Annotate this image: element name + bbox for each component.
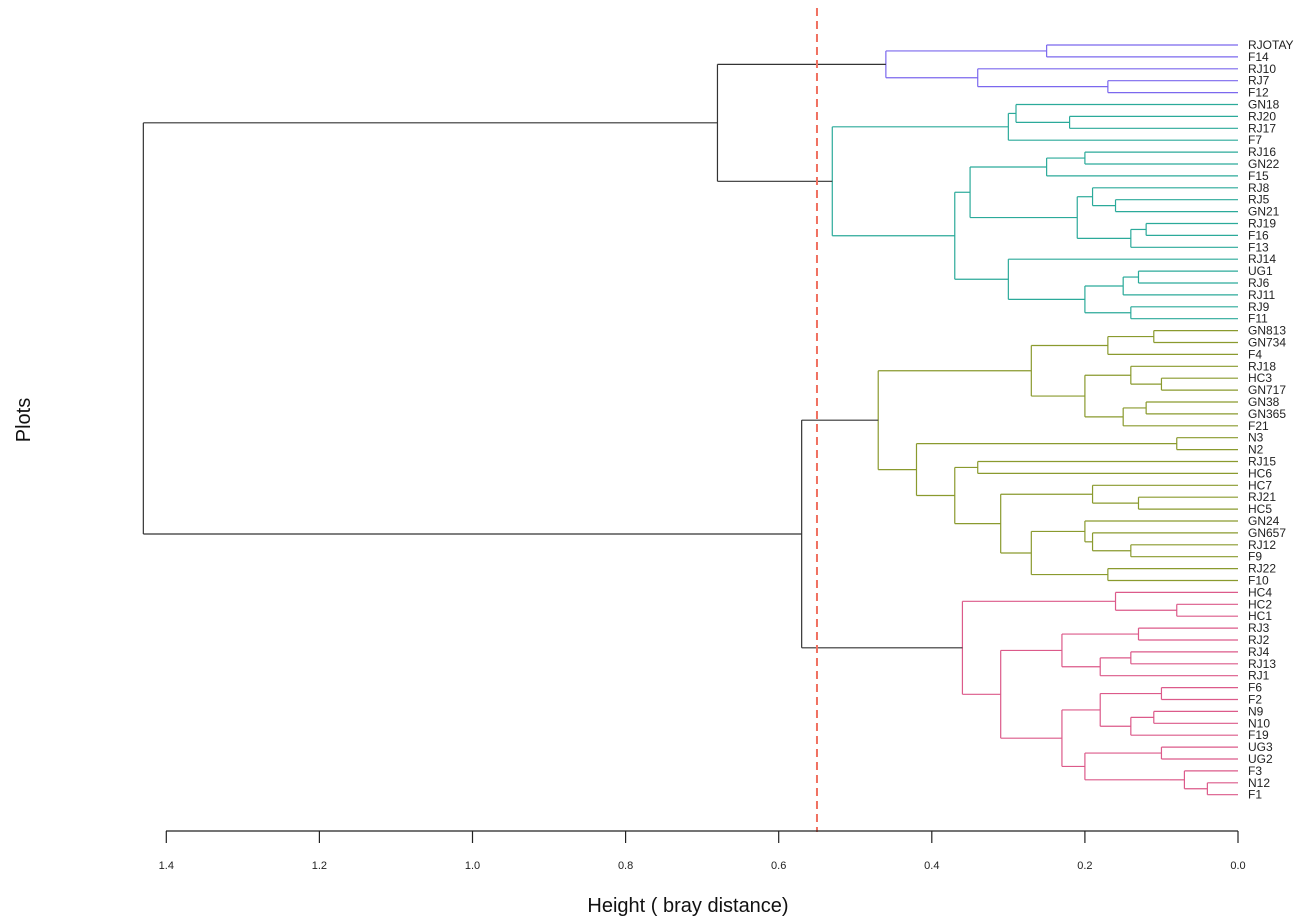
leaf-label: RJ20 (1248, 109, 1276, 123)
leaf-label: GN18 (1248, 98, 1280, 112)
leaf-label: RJOTAY (1248, 38, 1294, 52)
leaf-label: GN22 (1248, 157, 1280, 171)
x-tick-label: 0.6 (771, 860, 786, 872)
leaf-label: RJ11 (1248, 288, 1275, 302)
leaf-label: F3 (1248, 764, 1262, 778)
leaf-label: N10 (1248, 716, 1270, 730)
leaf-label: GN657 (1248, 526, 1286, 540)
leaf-label: RJ19 (1248, 217, 1276, 231)
leaf-label: F15 (1248, 169, 1269, 183)
leaf-label: GN734 (1248, 336, 1286, 350)
leaf-label: F16 (1248, 228, 1269, 242)
x-tick-label: 0.4 (924, 860, 939, 872)
leaf-label: F2 (1248, 693, 1262, 707)
leaf-label: F13 (1248, 240, 1269, 254)
leaf-label: GN24 (1248, 514, 1280, 528)
leaf-label: F9 (1248, 550, 1262, 564)
leaf-label: F4 (1248, 347, 1262, 361)
leaf-label: HC1 (1248, 609, 1272, 623)
leaf-label: RJ1 (1248, 669, 1270, 683)
leaf-label: N3 (1248, 431, 1264, 445)
leaf-label: N12 (1248, 776, 1270, 790)
leaf-label: F12 (1248, 86, 1269, 100)
leaf-label: RJ10 (1248, 62, 1276, 76)
leaf-label: RJ18 (1248, 359, 1276, 373)
x-tick-label: 0.0 (1230, 860, 1245, 872)
leaf-label: HC2 (1248, 597, 1272, 611)
leaf-label: GN813 (1248, 324, 1286, 338)
x-tick-label: 1.0 (465, 860, 480, 872)
leaf-label: RJ12 (1248, 538, 1276, 552)
leaf-label: HC3 (1248, 371, 1272, 385)
leaf-label: RJ14 (1248, 252, 1276, 266)
leaf-label: HC7 (1248, 478, 1272, 492)
leaf-label: F11 (1248, 312, 1268, 326)
leaf-label: HC4 (1248, 585, 1272, 599)
leaf-label: RJ8 (1248, 181, 1270, 195)
leaf-label: RJ7 (1248, 74, 1270, 88)
leaf-labels: RJOTAYF14RJ10RJ7F12GN18RJ20RJ17F7RJ16GN2… (1248, 38, 1294, 802)
dendrogram-branches (142, 44, 1238, 796)
leaf-label: UG1 (1248, 264, 1273, 278)
leaf-label: RJ22 (1248, 562, 1276, 576)
leaf-label: HC5 (1248, 502, 1272, 516)
x-axis-title: Height ( bray distance) (587, 895, 788, 917)
leaf-label: RJ5 (1248, 193, 1270, 207)
leaf-label: RJ15 (1248, 455, 1276, 469)
x-tick-label: 0.2 (1077, 860, 1092, 872)
leaf-label: UG2 (1248, 752, 1273, 766)
x-tick-label: 1.2 (312, 860, 327, 872)
leaf-label: RJ17 (1248, 121, 1276, 135)
leaf-label: RJ16 (1248, 145, 1276, 159)
leaf-label: RJ4 (1248, 645, 1270, 659)
leaf-label: N9 (1248, 704, 1264, 718)
x-tick-label: 0.8 (618, 860, 633, 872)
leaf-label: RJ13 (1248, 657, 1276, 671)
x-axis: 1.4 1.2 1.0 0.8 0.6 0.4 0.2 0.0 (159, 830, 1246, 872)
leaf-label: GN38 (1248, 395, 1280, 409)
leaf-label: F1 (1248, 788, 1262, 802)
leaf-label: GN21 (1248, 205, 1280, 219)
leaf-label: RJ9 (1248, 300, 1270, 314)
leaf-label: UG3 (1248, 740, 1273, 754)
leaf-label: F21 (1248, 419, 1269, 433)
leaf-label: RJ3 (1248, 621, 1270, 635)
leaf-label: RJ6 (1248, 276, 1270, 290)
y-axis-title: Plots (13, 398, 35, 442)
leaf-label: F19 (1248, 728, 1269, 742)
leaf-label: GN365 (1248, 407, 1286, 421)
leaf-label: HC6 (1248, 466, 1272, 480)
x-tick-label: 1.4 (159, 860, 174, 872)
leaf-label: RJ21 (1248, 490, 1276, 504)
leaf-label: GN717 (1248, 383, 1286, 397)
leaf-label: F14 (1248, 50, 1269, 64)
leaf-label: N2 (1248, 443, 1264, 457)
leaf-label: F10 (1248, 574, 1269, 588)
leaf-label: F6 (1248, 681, 1262, 695)
leaf-label: F7 (1248, 133, 1262, 147)
leaf-label: RJ2 (1248, 633, 1270, 647)
